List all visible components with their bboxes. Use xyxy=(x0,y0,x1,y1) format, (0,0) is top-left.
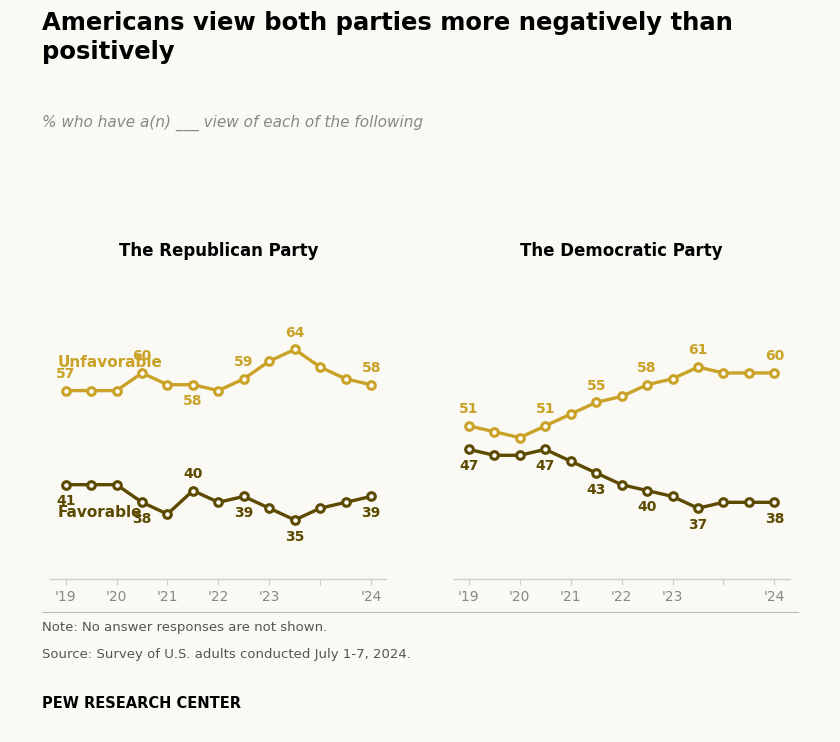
Text: Americans view both parties more negatively than
positively: Americans view both parties more negativ… xyxy=(42,11,732,64)
Text: 40: 40 xyxy=(183,467,202,481)
Text: 38: 38 xyxy=(133,512,152,526)
Text: 51: 51 xyxy=(459,402,479,416)
Text: 47: 47 xyxy=(459,459,479,473)
Text: PEW RESEARCH CENTER: PEW RESEARCH CENTER xyxy=(42,696,241,711)
Text: 51: 51 xyxy=(535,402,555,416)
Text: 47: 47 xyxy=(536,459,555,473)
Text: 39: 39 xyxy=(234,506,254,520)
Text: 60: 60 xyxy=(133,349,152,364)
Text: 55: 55 xyxy=(586,378,606,393)
Text: % who have a(n) ___ view of each of the following: % who have a(n) ___ view of each of the … xyxy=(42,115,423,131)
Text: 40: 40 xyxy=(638,500,657,514)
Text: 39: 39 xyxy=(361,506,381,520)
Text: 59: 59 xyxy=(234,355,254,369)
Text: 58: 58 xyxy=(183,395,202,408)
Title: The Republican Party: The Republican Party xyxy=(118,242,318,260)
Text: 61: 61 xyxy=(688,344,707,358)
Text: 43: 43 xyxy=(586,482,606,496)
Text: 60: 60 xyxy=(764,349,784,364)
Text: 58: 58 xyxy=(638,361,657,375)
Text: Note: No answer responses are not shown.: Note: No answer responses are not shown. xyxy=(42,621,328,634)
Text: 58: 58 xyxy=(361,361,381,375)
Text: Source: Survey of U.S. adults conducted July 1-7, 2024.: Source: Survey of U.S. adults conducted … xyxy=(42,648,411,661)
Title: The Democratic Party: The Democratic Party xyxy=(520,242,723,260)
Text: 35: 35 xyxy=(285,530,304,544)
Text: 57: 57 xyxy=(56,367,76,381)
Text: 41: 41 xyxy=(56,494,76,508)
Text: 64: 64 xyxy=(285,326,304,340)
Text: Favorable: Favorable xyxy=(58,505,143,520)
Text: 37: 37 xyxy=(688,518,707,532)
Text: 38: 38 xyxy=(764,512,784,526)
Text: Unfavorable: Unfavorable xyxy=(58,355,163,370)
